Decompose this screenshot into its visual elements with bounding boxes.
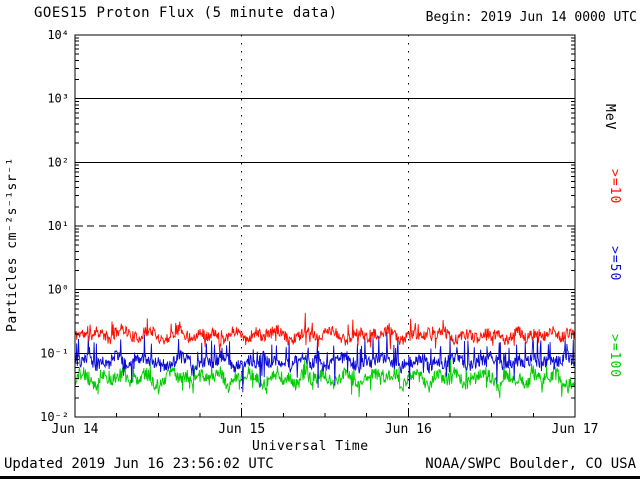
legend-ge100-label: >=100 [607, 334, 622, 379]
series-line-50 [74, 331, 576, 393]
y-tick-label: 10⁴ [47, 28, 69, 42]
chart-title: GOES15 Proton Flux (5 minute data) [34, 5, 338, 21]
right-axis-unit-label: MeV [602, 104, 617, 131]
x-tick-label: Jun 14 [52, 422, 99, 437]
bottom-rule [0, 476, 640, 479]
x-tick-label: Jun 15 [218, 422, 265, 437]
y-tick-label: 10⁰ [47, 283, 69, 297]
y-tick-label: 10⁻² [40, 410, 69, 424]
series-line-10 [74, 312, 576, 354]
y-tick-label: 10¹ [47, 219, 69, 233]
x-tick-label: Jun 17 [552, 422, 599, 437]
y-tick-label: 10³ [47, 92, 69, 106]
series-line-100 [74, 358, 576, 399]
y-axis-label: Particles cm⁻²s⁻¹sr⁻¹ [5, 157, 20, 332]
x-axis-label: Universal Time [252, 439, 369, 454]
begin-time-label: Begin: 2019 Jun 14 0000 UTC [425, 10, 637, 25]
legend-ge50-label: >=50 [607, 246, 622, 282]
agency-credit: NOAA/SWPC Boulder, CO USA [425, 456, 636, 472]
updated-timestamp: Updated 2019 Jun 16 23:56:02 UTC [4, 456, 274, 472]
y-tick-label: 10⁻¹ [40, 346, 69, 360]
legend-ge10-label: >=10 [607, 169, 622, 205]
x-tick-label: Jun 16 [385, 422, 432, 437]
y-tick-label: 10² [47, 155, 69, 169]
